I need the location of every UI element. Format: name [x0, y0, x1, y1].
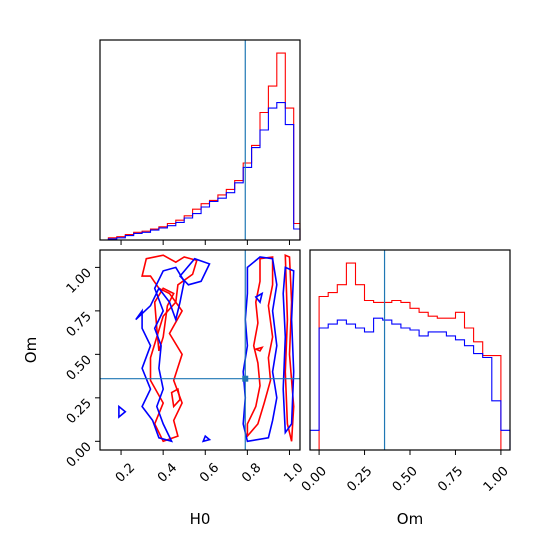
contour-y-tick-label: 1.00 — [64, 266, 95, 297]
contour-frame — [99, 249, 301, 451]
contour-x-tick-label: 0.6 — [197, 460, 222, 485]
contour-x-tick-label: 0.8 — [239, 460, 264, 485]
panel-hist-h0 — [99, 39, 301, 245]
x-axis-label-om: Om — [397, 510, 423, 528]
contour-y-tick-label: 0.00 — [64, 440, 95, 471]
truth-marker — [242, 375, 249, 382]
contour-y-tick-label: 0.75 — [64, 309, 95, 340]
panel-hist-om: 0.00 0.25 0.50 0.75 1.00 — [299, 249, 512, 495]
contour-blue-0 — [135, 266, 186, 443]
contour-red-3 — [246, 256, 274, 439]
contour-x-tick-label: 0.2 — [113, 460, 138, 485]
contour-blue-3 — [242, 256, 278, 443]
contour-red-5 — [253, 346, 264, 352]
om-hist-red-series — [310, 262, 510, 451]
contour-red-4 — [284, 253, 295, 442]
contour-blue-5 — [201, 434, 212, 443]
contour-red-0 — [141, 254, 198, 443]
contour-x-tick-label: 0.4 — [155, 460, 180, 485]
contour-blue-1 — [178, 257, 211, 286]
h0-hist-red-series — [100, 52, 301, 241]
contour-blue-6 — [254, 291, 264, 304]
om-hist-blue-series — [309, 317, 511, 450]
contour-y-tick-label: 0.50 — [64, 353, 95, 384]
x-axis-label-h0: H0 — [190, 510, 211, 528]
panel-contour-h0-om: 0.2 0.4 0.6 0.8 1.00.000.250.500.751.00 — [64, 249, 307, 486]
om-hist-x-tick-label: 1.00 — [481, 464, 512, 495]
contour-y-tick-label: 0.25 — [64, 396, 95, 427]
om-hist-x-tick-label: 0.50 — [390, 464, 421, 495]
contour-blue-2 — [118, 404, 127, 419]
om-hist-x-tick-label: 0.75 — [435, 464, 466, 495]
contour-red-2 — [170, 387, 181, 409]
y-axis-label-om: Om — [22, 337, 40, 363]
om-hist-x-tick-label: 0.25 — [344, 464, 375, 495]
h0-hist-blue-series — [100, 102, 301, 241]
contour-red-1 — [153, 287, 175, 352]
contour-blue-4 — [282, 266, 295, 435]
h0-frame — [99, 39, 301, 241]
om-frame — [309, 249, 511, 451]
